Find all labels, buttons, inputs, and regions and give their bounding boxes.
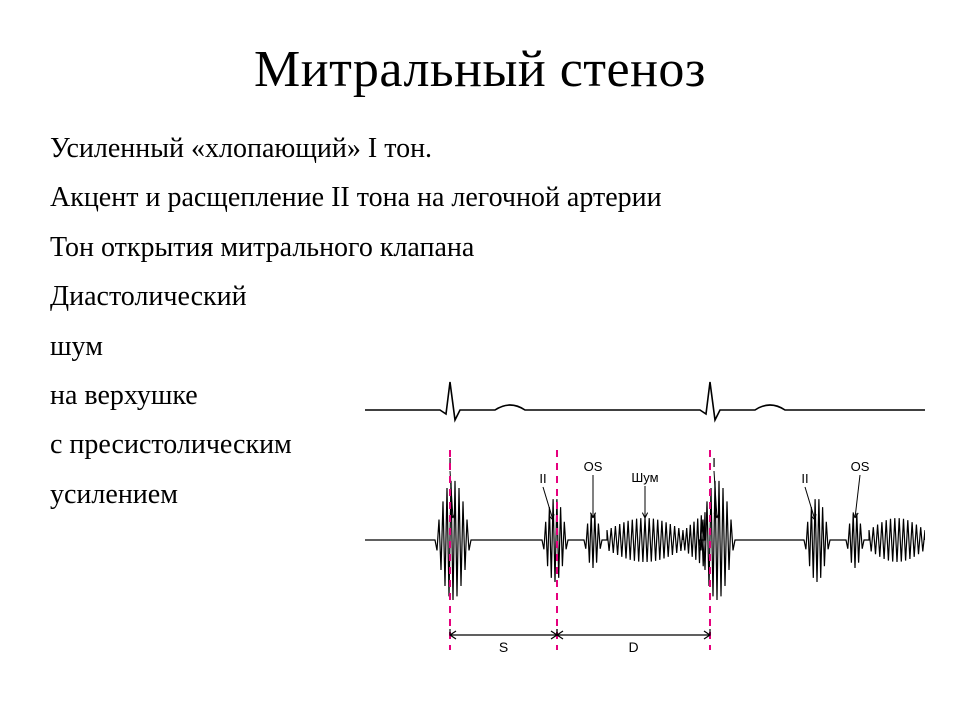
svg-text:Шум: Шум (631, 470, 658, 485)
timing-markers: SD (450, 450, 710, 655)
slide: Митральный стеноз Усиленный «хлопающий» … (0, 0, 960, 720)
svg-text:II: II (539, 471, 546, 486)
svg-text:OS: OS (851, 459, 870, 474)
slide-title: Митральный стеноз (50, 40, 910, 99)
svg-text:S: S (499, 639, 508, 655)
ecg-trace (365, 382, 925, 420)
line-1: Усиленный «хлопающий» I тон. (50, 127, 910, 170)
svg-text:II: II (801, 471, 808, 486)
svg-text:OS: OS (584, 459, 603, 474)
line-2: Акцент и расщепление II тона на легочной… (50, 176, 910, 219)
svg-text:D: D (628, 639, 638, 655)
diagram-svg: IIIOSШумIIIOS SD (365, 370, 925, 670)
svg-text:I: I (712, 455, 716, 470)
phonocardiogram-diagram: IIIOSШумIIIOS SD (365, 370, 925, 670)
line-4: Диастолический (50, 275, 910, 318)
pcg-labels: IIIOSШумIIIOS (448, 455, 870, 520)
line-5: шум (50, 325, 910, 368)
line-3: Тон открытия митрального клапана (50, 226, 910, 269)
